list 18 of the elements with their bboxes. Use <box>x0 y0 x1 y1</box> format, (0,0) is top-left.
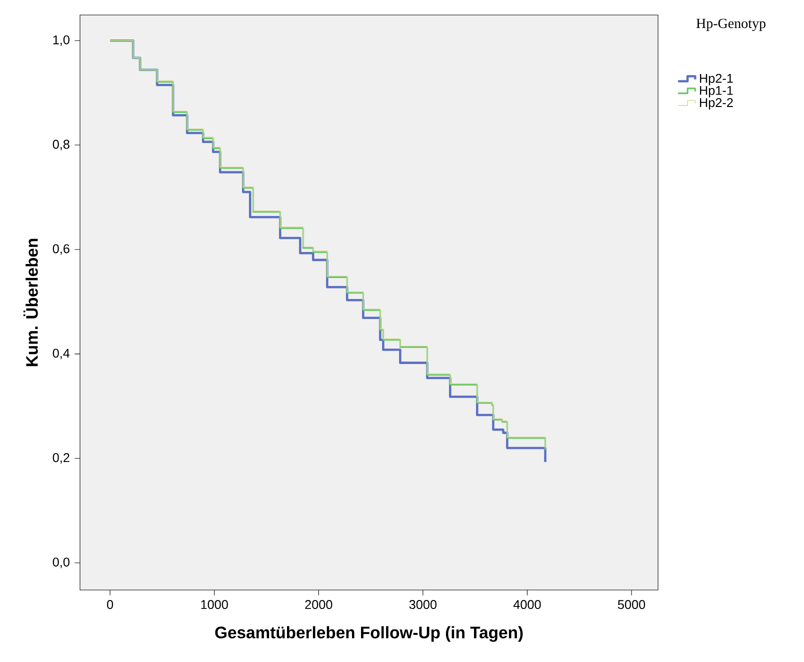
y-tick-label: 0,8 <box>52 140 70 150</box>
legend-title: Hp-Genotyp <box>696 18 766 31</box>
x-tick-label: 0 <box>107 600 114 610</box>
legend-label: Hp1-1 <box>700 86 733 98</box>
y-tick-label: 1,0 <box>53 35 70 46</box>
x-tick-label: 2000 <box>305 600 332 610</box>
x-tick-label: 5000 <box>618 600 646 610</box>
y-axis-title: Kum. Überleben <box>23 238 38 366</box>
y-tick-label: 0,6 <box>52 244 70 255</box>
x-tick-label: 3000 <box>409 600 437 610</box>
y-tick-label: 0,2 <box>52 453 70 464</box>
legend-label: Hp2-1 <box>700 74 733 86</box>
y-tick-label: 0,4 <box>52 348 70 360</box>
legend-label: Hp2-2 <box>700 98 733 110</box>
x-tick-label: 1000 <box>201 600 228 610</box>
x-tick-label: 4000 <box>513 600 541 610</box>
y-tick-label: 0,0 <box>52 558 70 568</box>
x-axis-title: Gesamtüberleben Follow-Up (in Tagen) <box>215 626 523 642</box>
